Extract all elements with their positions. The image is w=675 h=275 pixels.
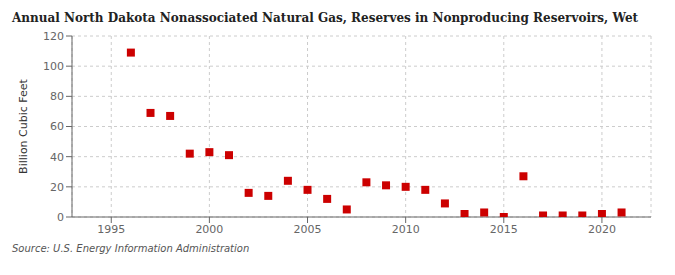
svg-text:40: 40 — [50, 151, 64, 164]
svg-text:2015: 2015 — [490, 223, 518, 236]
svg-text:2020: 2020 — [588, 223, 616, 236]
svg-text:2010: 2010 — [392, 223, 420, 236]
svg-text:120: 120 — [43, 30, 64, 43]
svg-text:2005: 2005 — [294, 223, 322, 236]
html-text:Source: U.S. Energy Informatio: Source: U.S. Energy Information Administ… — [12, 243, 250, 254]
svg-text:0: 0 — [57, 211, 64, 224]
svg-text:Billion Cubic Feet: Billion Cubic Feet — [17, 78, 30, 173]
svg-text:80: 80 — [50, 90, 64, 103]
html-text:Annual North Dakota Nonassocia: Annual North Dakota Nonassociated Natura… — [12, 11, 639, 25]
svg-text:20: 20 — [50, 181, 64, 194]
svg-text:100: 100 — [43, 60, 64, 73]
svg-text:1995: 1995 — [97, 223, 125, 236]
svg-text:60: 60 — [50, 120, 64, 133]
svg-text:2000: 2000 — [195, 223, 223, 236]
